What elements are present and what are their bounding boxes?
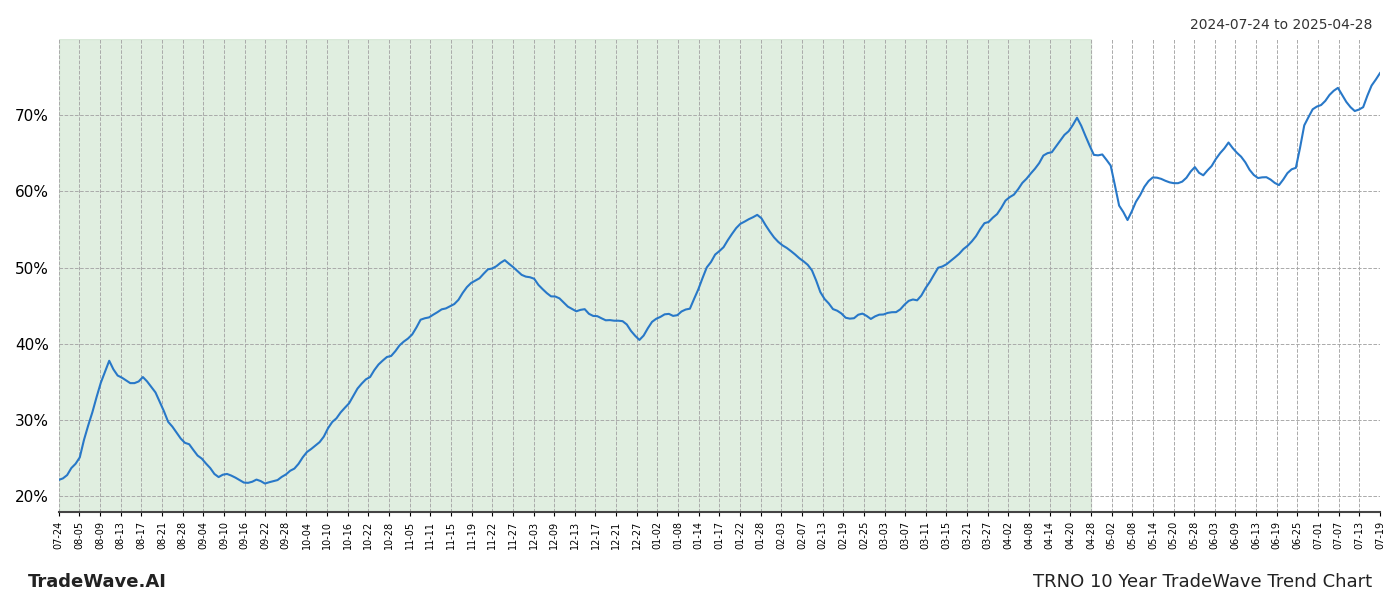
Text: TradeWave.AI: TradeWave.AI (28, 573, 167, 591)
Bar (59, 39, 1091, 512)
Text: TRNO 10 Year TradeWave Trend Chart: TRNO 10 Year TradeWave Trend Chart (1033, 573, 1372, 591)
Text: 2024-07-24 to 2025-04-28: 2024-07-24 to 2025-04-28 (1190, 18, 1372, 32)
